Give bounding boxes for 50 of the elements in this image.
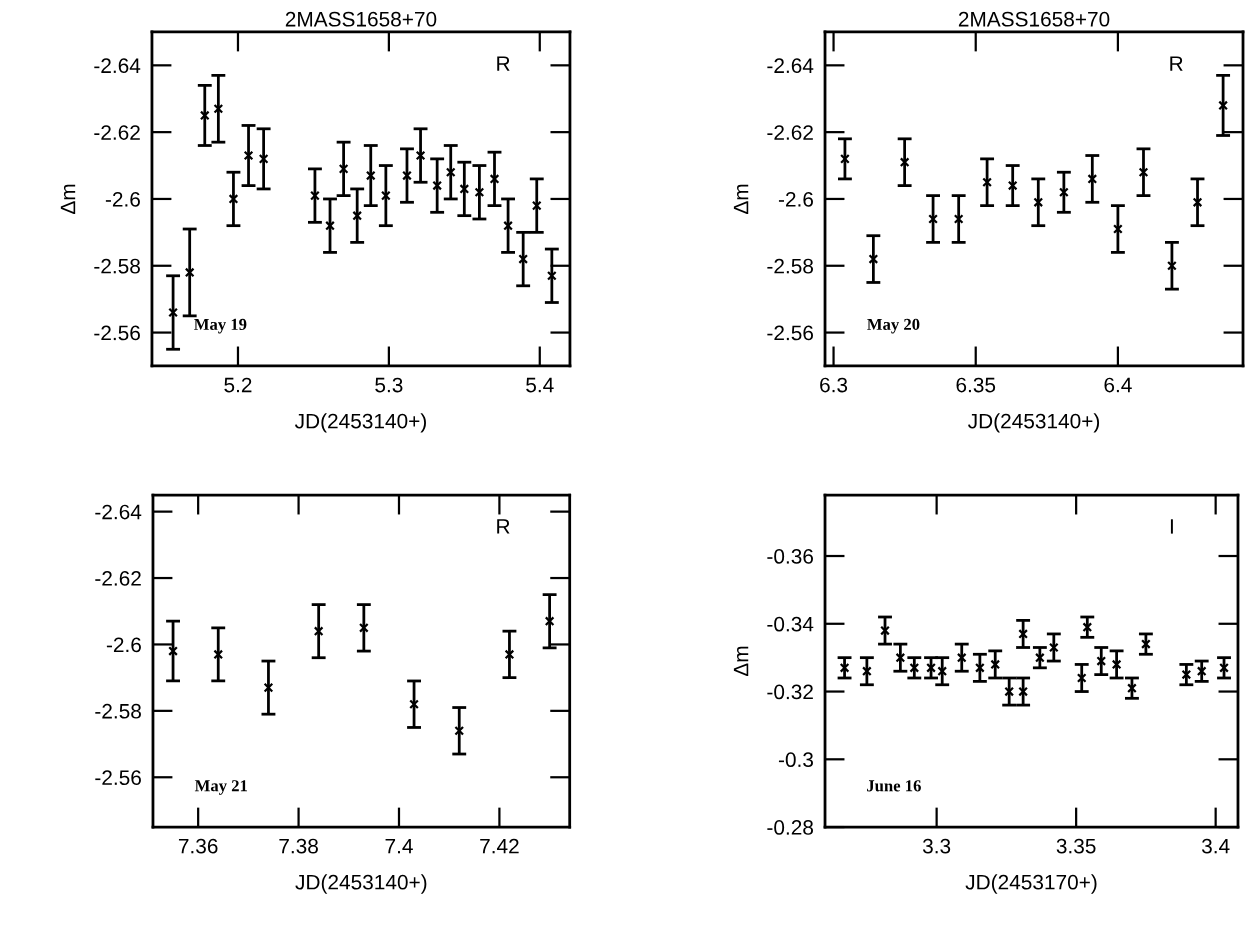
x-tick-label: 5.2 — [224, 377, 252, 393]
y-tick-label: -0.3 — [778, 752, 813, 768]
x-tick-label: 7.4 — [385, 838, 413, 854]
y-tick-label: -2.62 — [767, 125, 813, 140]
y-tick-label: -0.28 — [767, 820, 814, 835]
y-tick-label: -2.6 — [105, 191, 140, 207]
x-tick-label: 7.36 — [178, 838, 218, 854]
y-tick-label: -2.56 — [767, 325, 813, 341]
y-tick-label: -2.6 — [778, 191, 813, 207]
annotation: May 21 — [194, 780, 248, 795]
x-tick-label: 7.42 — [480, 838, 519, 854]
y-tick-label: -2.64 — [94, 58, 141, 74]
y-tick-label: -2.64 — [95, 504, 142, 520]
annotation: May 19 — [194, 318, 247, 334]
x-tick-label: 5.4 — [526, 377, 554, 393]
x-axis-title: JD(2453140+) — [294, 413, 426, 433]
y-tick-label: -2.6 — [106, 637, 141, 653]
annotation: R — [1170, 56, 1183, 71]
y-tick-label: -2.58 — [767, 258, 814, 274]
y-tick-label: -2.56 — [95, 770, 141, 786]
x-tick-label: 6.3 — [820, 377, 848, 393]
y-tick-label: -0.32 — [767, 684, 813, 700]
x-tick-label: 7.38 — [279, 838, 318, 854]
y-tick-label: -2.62 — [94, 125, 140, 140]
annotation: June 16 — [867, 780, 921, 792]
x-tick-label: 3.4 — [1201, 838, 1230, 854]
x-tick-label: 3.3 — [922, 838, 951, 854]
chart-title: 2MASS1658+70 — [958, 11, 1110, 27]
y-tick-label: -0.36 — [767, 549, 813, 564]
x-tick-label: 6.4 — [1104, 377, 1132, 393]
y-axis-title: Δm — [60, 184, 76, 214]
x-axis-title: JD(2453170+) — [965, 874, 1097, 894]
x-tick-label: 3.35 — [1056, 838, 1096, 854]
chart-title: 2MASS1658+70 — [285, 11, 437, 27]
annotation: R — [497, 519, 510, 534]
x-axis-title: JD(2453140+) — [968, 413, 1100, 433]
y-tick-label: -0.34 — [767, 616, 814, 632]
x-tick-label: 6.35 — [956, 377, 996, 393]
x-axis-title: JD(2453140+) — [295, 874, 427, 894]
y-tick-label: -2.56 — [94, 325, 140, 341]
y-axis-title: Δm — [733, 646, 749, 677]
y-tick-label: -2.62 — [95, 571, 141, 586]
x-tick-label: 5.3 — [375, 377, 403, 393]
y-tick-label: -2.64 — [767, 58, 814, 74]
annotation: May 20 — [867, 318, 920, 334]
y-axis-title: Δm — [733, 184, 749, 214]
annotation: I — [1170, 519, 1173, 534]
y-tick-label: -2.58 — [95, 703, 141, 719]
annotation: R — [497, 56, 510, 71]
y-tick-label: -2.58 — [94, 258, 140, 274]
